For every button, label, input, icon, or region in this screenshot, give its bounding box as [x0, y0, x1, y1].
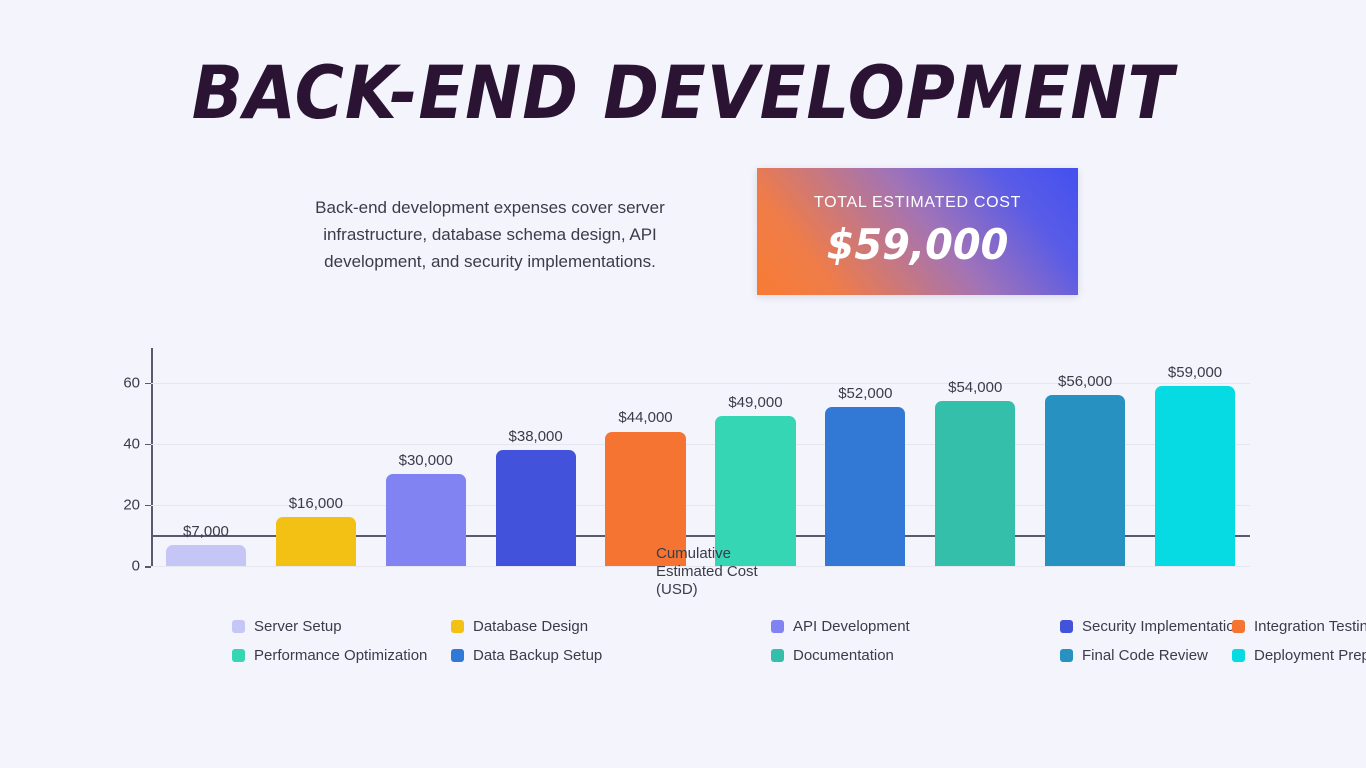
bar[interactable]: [935, 400, 1016, 566]
legend-label: Integration Testing: [1254, 617, 1366, 635]
legend-color-swatch: [451, 619, 464, 633]
y-tick-label: 0: [131, 557, 140, 575]
legend-item[interactable]: Performance Optimization: [232, 644, 427, 666]
y-axis-line: [151, 348, 153, 566]
legend-item[interactable]: Database Design: [451, 615, 588, 637]
legend-color-swatch: [232, 648, 245, 662]
description-text: Back-end development expenses cover serv…: [315, 198, 665, 271]
bar[interactable]: [385, 474, 466, 566]
bar-value-label: $49,000: [728, 394, 783, 412]
y-tick-mark: [145, 443, 151, 446]
legend-color-swatch: [771, 619, 784, 633]
plot-area: $7,000 $16,000 $30,000 $38,000 $44,000 $49,00…: [151, 352, 1250, 567]
gridline: [151, 382, 1250, 384]
legend-color-swatch: [1232, 648, 1245, 662]
bar-value-label: $56,000: [1058, 372, 1113, 390]
bar[interactable]: [275, 517, 356, 566]
legend-label: Documentation: [793, 646, 894, 664]
legend-color-swatch: [451, 648, 464, 662]
legend-label: Deployment Preparation: [1254, 646, 1366, 664]
legend-label: Performance Optimization: [254, 646, 428, 664]
legend-color-swatch: [1060, 648, 1073, 662]
legend-label: Security Implementation: [1082, 617, 1243, 635]
bar-value-label: $30,000: [398, 452, 453, 470]
legend-color-swatch: [771, 648, 784, 662]
bar-value-label: $59,000: [1167, 363, 1223, 381]
y-tick-mark: [145, 566, 151, 568]
x-axis-title: Cumulative Estimated Cost (USD): [656, 545, 758, 598]
legend-item[interactable]: Documentation: [771, 644, 894, 666]
legend-color-swatch: [1060, 619, 1073, 633]
gridline: [151, 504, 1250, 506]
bar-value-label: $16,000: [288, 495, 343, 513]
total-estimated-cost-card: TOTAL ESTIMATED COST $59,000: [757, 168, 1078, 295]
x-axis-line: [151, 535, 1250, 537]
bar-value-label: $7,000: [183, 522, 229, 540]
legend-color-swatch: [232, 619, 245, 633]
legend-item[interactable]: Security Implementation: [1060, 615, 1243, 637]
legend-item[interactable]: Data Backup Setup: [451, 644, 602, 666]
y-tick-mark: [145, 382, 151, 385]
bar-chart: $7,000 $16,000 $30,000 $38,000 $44,000 $49,00…: [0, 330, 1366, 620]
legend-item[interactable]: API Development: [771, 615, 910, 637]
bar[interactable]: [1154, 385, 1236, 566]
legend-color-swatch: [1232, 619, 1245, 633]
bar-value-label: $52,000: [838, 385, 893, 403]
bar[interactable]: [605, 431, 686, 566]
legend-item[interactable]: Final Code Review: [1060, 644, 1208, 666]
bar[interactable]: [825, 407, 906, 566]
y-tick-label: 60: [123, 374, 140, 392]
legend-label: Final Code Review: [1082, 646, 1208, 664]
bar-value-label: $44,000: [618, 409, 673, 427]
bar[interactable]: [165, 544, 247, 566]
legend-item[interactable]: Server Setup: [232, 615, 342, 637]
legend-label: Data Backup Setup: [473, 646, 603, 664]
total-cost-value: $59,000: [826, 220, 1009, 269]
y-tick-mark: [145, 504, 151, 507]
bar[interactable]: [495, 449, 576, 566]
bar[interactable]: [715, 416, 796, 566]
bar-value-label: $54,000: [948, 378, 1003, 396]
legend-item[interactable]: Integration Testing: [1232, 615, 1366, 637]
page-title: BACK-END DEVELOPMENT: [191, 51, 1175, 136]
total-cost-label: TOTAL ESTIMATED COST: [813, 194, 1022, 211]
gridline: [151, 566, 1250, 567]
y-tick-label: 40: [123, 435, 140, 453]
legend-label: Database Design: [473, 617, 589, 635]
gridline: [151, 443, 1250, 445]
y-tick-label: 20: [123, 496, 140, 514]
chart-legend: Server Setup Database Design API Developme…: [0, 612, 1366, 672]
legend-item[interactable]: Deployment Preparation: [1232, 644, 1366, 666]
legend-label: Server Setup: [254, 617, 342, 635]
bar-value-label: $38,000: [508, 427, 563, 445]
intro-row: Back-end development expenses cover serv…: [0, 168, 1366, 300]
legend-label: API Development: [793, 617, 910, 635]
bar[interactable]: [1045, 394, 1126, 566]
